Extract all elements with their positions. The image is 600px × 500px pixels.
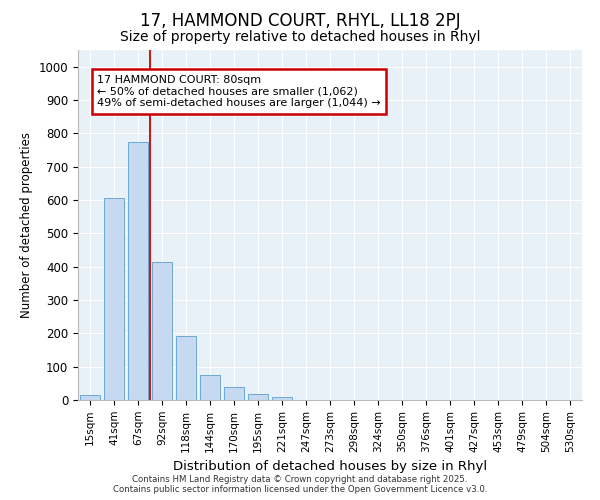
- Bar: [176, 336, 196, 400]
- X-axis label: Distribution of detached houses by size in Rhyl: Distribution of detached houses by size …: [173, 460, 487, 473]
- Bar: [80, 395, 100, 400]
- Bar: [272, 396, 292, 400]
- Text: 17 HAMMOND COURT: 80sqm
← 50% of detached houses are smaller (1,062)
49% of semi: 17 HAMMOND COURT: 80sqm ← 50% of detache…: [97, 75, 381, 108]
- Y-axis label: Number of detached properties: Number of detached properties: [20, 132, 33, 318]
- Text: Contains HM Land Registry data © Crown copyright and database right 2025.
Contai: Contains HM Land Registry data © Crown c…: [113, 474, 487, 494]
- Bar: [152, 262, 172, 400]
- Bar: [104, 198, 124, 400]
- Bar: [200, 375, 220, 400]
- Text: Size of property relative to detached houses in Rhyl: Size of property relative to detached ho…: [120, 30, 480, 44]
- Text: 17, HAMMOND COURT, RHYL, LL18 2PJ: 17, HAMMOND COURT, RHYL, LL18 2PJ: [140, 12, 460, 30]
- Bar: [128, 142, 148, 400]
- Bar: [248, 394, 268, 400]
- Bar: [224, 386, 244, 400]
